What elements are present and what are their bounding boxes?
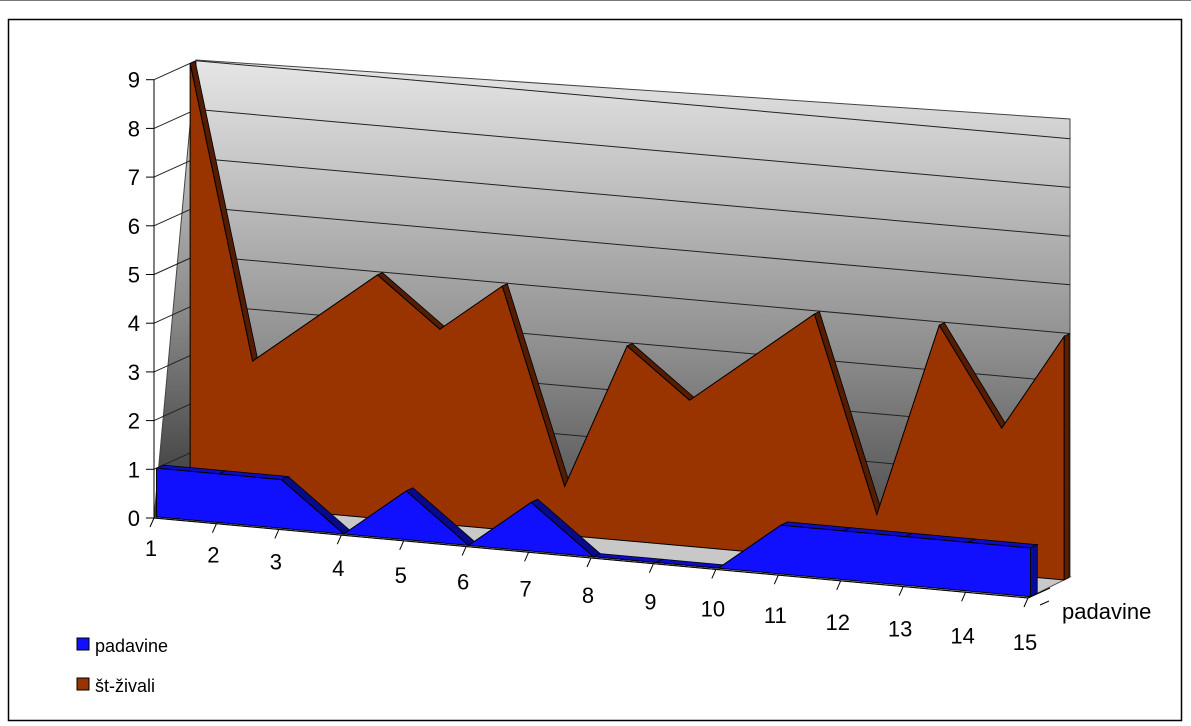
x-tick-mark-5 [399, 540, 405, 551]
depth-axis-tick [1039, 600, 1050, 606]
y-tick-label-5: 5 [128, 263, 140, 288]
x-tick-mark-15 [1023, 597, 1029, 608]
series-0-front-face [156, 467, 1032, 598]
x-tick-mark-7 [524, 552, 530, 562]
depth-axis-label: padavine [1062, 599, 1151, 624]
y-tick-label-0: 0 [128, 506, 140, 531]
x-tick-label-6: 6 [457, 570, 469, 595]
gridline-5 [195, 255, 1071, 334]
x-tick-label-9: 9 [644, 590, 656, 615]
y-tick-label-6: 6 [128, 214, 140, 239]
legend-label-st-zivali: št-živali [95, 676, 155, 696]
side-gridline-6 [153, 206, 197, 227]
y-tick-label-8: 8 [128, 116, 140, 141]
side-gridline-8 [153, 108, 197, 129]
x-tick-label-4: 4 [332, 556, 344, 581]
legend-swatch-padavine [76, 637, 90, 651]
legend-swatch-st-zivali [76, 677, 90, 691]
gridline-6 [195, 206, 1071, 286]
x-tick-mark-1 [149, 517, 155, 528]
x-tick-label-8: 8 [582, 583, 594, 608]
x-tick-mark-10 [711, 569, 717, 579]
side-gridline-3 [153, 352, 197, 373]
x-tick-mark-8 [586, 557, 592, 568]
x-tick-mark-14 [961, 592, 967, 602]
gridline-9 [195, 60, 1071, 140]
legend: padavine št-živali [76, 636, 168, 696]
y-tick-label-9: 9 [128, 68, 140, 93]
x-tick-label-15: 15 [1013, 630, 1037, 655]
depth-axis-line [1027, 587, 1051, 599]
series-1-group [189, 60, 1071, 581]
series-1-end-cap [1063, 333, 1070, 581]
y-axis-ticks: 0 1 2 3 4 5 6 7 8 9 [128, 68, 154, 531]
y-tick-label-3: 3 [128, 360, 140, 385]
y-tick-label-2: 2 [128, 409, 140, 434]
x-tick-label-14: 14 [950, 623, 974, 648]
side-gridline-5 [153, 255, 197, 275]
y-tick-label-1: 1 [128, 457, 140, 482]
gridline-7 [195, 157, 1071, 237]
x-tick-label-12: 12 [825, 610, 849, 635]
x-tick-mark-4 [336, 534, 342, 545]
x-tick-mark-9 [648, 563, 654, 573]
legend-label-padavine: padavine [95, 636, 168, 656]
x-tick-mark-6 [461, 546, 467, 556]
series-layer [154, 60, 1071, 598]
side-gridline-2 [153, 401, 197, 422]
x-tick-label-7: 7 [519, 576, 531, 601]
x-tick-label-1: 1 [145, 536, 157, 561]
x-axis-ticks: 1 2 3 4 5 6 7 8 9 10 11 12 13 14 15 [145, 517, 1037, 655]
x-tick-mark-3 [274, 529, 280, 539]
x-tick-label-3: 3 [270, 549, 282, 574]
x-tick-label-2: 2 [207, 543, 219, 568]
x-tick-mark-12 [836, 580, 842, 591]
series-1-front-face [189, 63, 1065, 581]
x-tick-mark-11 [773, 574, 779, 585]
x-tick-label-5: 5 [395, 563, 407, 588]
series-0-group [154, 464, 1039, 598]
series-0-end-cap [1030, 544, 1038, 598]
side-gridline-9 [153, 60, 197, 81]
gridline-8 [195, 108, 1071, 188]
x-tick-label-11: 11 [764, 603, 787, 628]
y-tick-label-7: 7 [128, 165, 140, 190]
side-gridline-7 [153, 157, 197, 178]
x-tick-mark-2 [211, 523, 217, 533]
side-gridline-4 [153, 303, 197, 324]
x-tick-label-10: 10 [701, 596, 725, 621]
x-tick-mark-13 [898, 586, 904, 596]
y-tick-label-4: 4 [128, 311, 140, 336]
x-tick-label-13: 13 [888, 617, 912, 642]
